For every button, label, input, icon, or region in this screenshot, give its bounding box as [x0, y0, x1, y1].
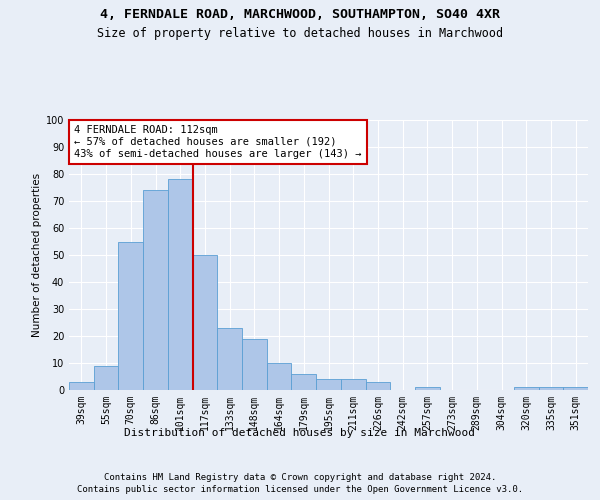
Text: Contains HM Land Registry data © Crown copyright and database right 2024.: Contains HM Land Registry data © Crown c…	[104, 472, 496, 482]
Bar	[143, 190, 168, 390]
Bar	[217, 328, 242, 390]
Bar	[365, 382, 390, 390]
Bar	[514, 388, 539, 390]
Bar	[267, 363, 292, 390]
Bar	[316, 379, 341, 390]
Text: 4, FERNDALE ROAD, MARCHWOOD, SOUTHAMPTON, SO40 4XR: 4, FERNDALE ROAD, MARCHWOOD, SOUTHAMPTON…	[100, 8, 500, 20]
Bar	[69, 382, 94, 390]
Bar	[341, 379, 365, 390]
Bar	[415, 388, 440, 390]
Bar	[193, 255, 217, 390]
Y-axis label: Number of detached properties: Number of detached properties	[32, 173, 41, 337]
Text: 4 FERNDALE ROAD: 112sqm
← 57% of detached houses are smaller (192)
43% of semi-d: 4 FERNDALE ROAD: 112sqm ← 57% of detache…	[74, 126, 362, 158]
Text: Contains public sector information licensed under the Open Government Licence v3: Contains public sector information licen…	[77, 485, 523, 494]
Text: Size of property relative to detached houses in Marchwood: Size of property relative to detached ho…	[97, 28, 503, 40]
Bar	[563, 388, 588, 390]
Bar	[292, 374, 316, 390]
Text: Distribution of detached houses by size in Marchwood: Distribution of detached houses by size …	[125, 428, 476, 438]
Bar	[242, 338, 267, 390]
Bar	[168, 180, 193, 390]
Bar	[118, 242, 143, 390]
Bar	[94, 366, 118, 390]
Bar	[539, 388, 563, 390]
